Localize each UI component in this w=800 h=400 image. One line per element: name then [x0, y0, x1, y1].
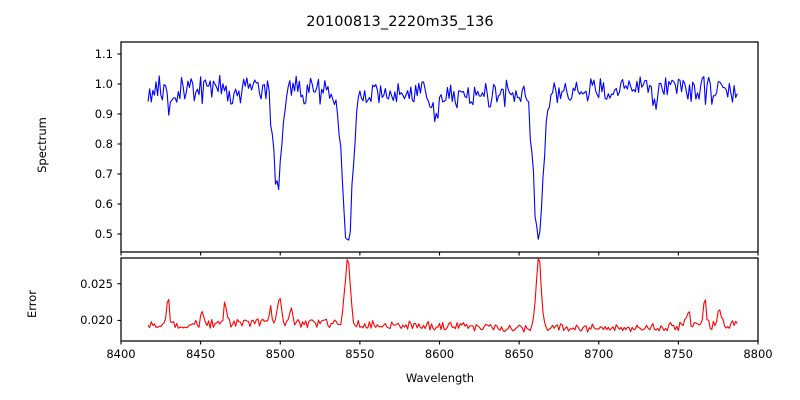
chart-title: 20100813_2220m35_136: [306, 14, 494, 30]
spectrum-y-tick-label: 0.9: [94, 107, 113, 121]
x-axis-label: Wavelength: [405, 371, 475, 385]
spectrum-y-tick-label: 0.8: [94, 137, 113, 151]
x-tick-label: 8450: [185, 347, 216, 361]
x-tick-label: 8750: [663, 347, 694, 361]
spectrum-y-tick-label: 0.7: [94, 167, 113, 181]
error-data-line: [147, 258, 738, 333]
x-tick-label: 8800: [743, 347, 773, 361]
spectrum-y-tick-label: 0.5: [94, 227, 113, 241]
spectrum-y-tick-label: 1.1: [94, 47, 113, 61]
spectrum-y-tick-label: 1.0: [94, 77, 113, 91]
spectrum-panel-frame: [120, 41, 759, 253]
x-tick-label: 8550: [345, 347, 375, 361]
spectrum-y-tick-label: 0.6: [94, 197, 113, 211]
x-tick-label: 8400: [106, 347, 136, 361]
x-tick-label: 8500: [265, 347, 295, 361]
x-tick-label: 8650: [504, 347, 534, 361]
x-tick-label: 8700: [584, 347, 614, 361]
error-y-tick-label: 0.025: [80, 276, 113, 291]
error-y-tick-label: 0.020: [80, 313, 113, 328]
x-tick-label: 8600: [424, 347, 455, 361]
spectrum-data-line: [147, 74, 738, 241]
